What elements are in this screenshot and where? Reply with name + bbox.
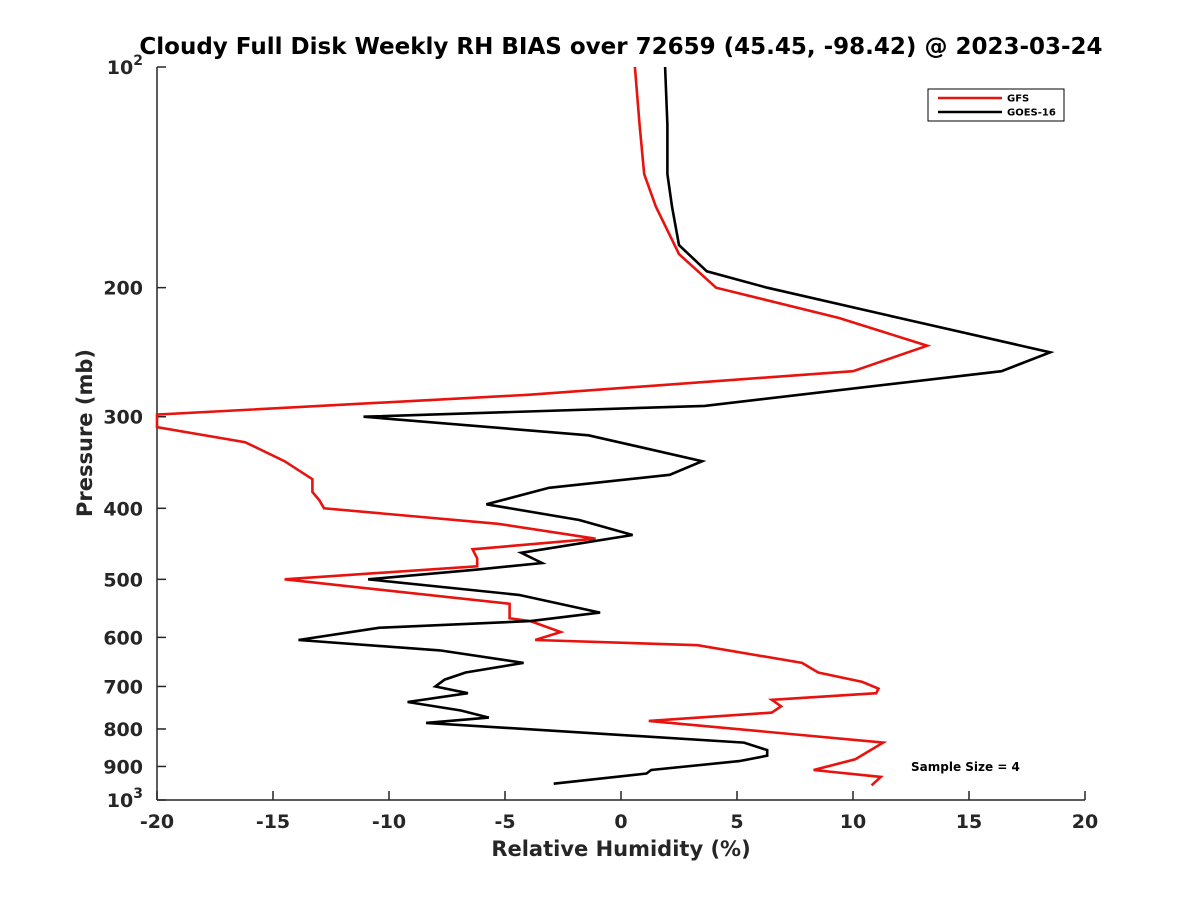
legend-box bbox=[927, 88, 1065, 122]
y-tick-label: 400 bbox=[103, 498, 143, 520]
y-tick-label: 900 bbox=[103, 756, 143, 778]
x-tick-label: 20 bbox=[1072, 811, 1098, 833]
y-tick-label: 700 bbox=[103, 676, 143, 698]
legend-label-goes16: GOES-16 bbox=[1007, 108, 1056, 119]
sample-size-annotation: Sample Size = 4 bbox=[911, 760, 1020, 774]
x-tick-label: 15 bbox=[956, 811, 982, 833]
x-axis-label: Relative Humidity (%) bbox=[491, 837, 750, 861]
series-line-goes16 bbox=[298, 66, 1055, 785]
x-tick-label: -5 bbox=[494, 811, 515, 833]
x-tick-label: 0 bbox=[614, 811, 627, 833]
x-tick-label: -10 bbox=[372, 811, 406, 833]
y-tick-label: 300 bbox=[103, 407, 143, 429]
y-tick-label: 102 bbox=[107, 53, 143, 79]
y-axis-label: Pressure (mb) bbox=[73, 349, 97, 517]
y-tick-label: 103 bbox=[107, 786, 143, 812]
y-tick-label: 500 bbox=[103, 569, 143, 591]
series-line-gfs bbox=[155, 66, 932, 787]
y-tick-label: 600 bbox=[103, 627, 143, 649]
plot-area: -20 -15 -10 -5 0 5 10 15 20 102 200 300 400 500 600 700… bbox=[103, 53, 1098, 833]
legend-label-gfs: GFS bbox=[1007, 94, 1029, 105]
x-tick-label: 10 bbox=[840, 811, 866, 833]
x-tick-label: -15 bbox=[256, 811, 290, 833]
chart-title: Cloudy Full Disk Weekly RH BIAS over 726… bbox=[139, 34, 1102, 60]
y-tick-label: 200 bbox=[103, 278, 143, 300]
x-tick-label: -20 bbox=[140, 811, 174, 833]
y-tick-label: 800 bbox=[103, 719, 143, 741]
x-tick-label: 5 bbox=[730, 811, 743, 833]
legend: GFS GOES-16 bbox=[927, 88, 1065, 122]
